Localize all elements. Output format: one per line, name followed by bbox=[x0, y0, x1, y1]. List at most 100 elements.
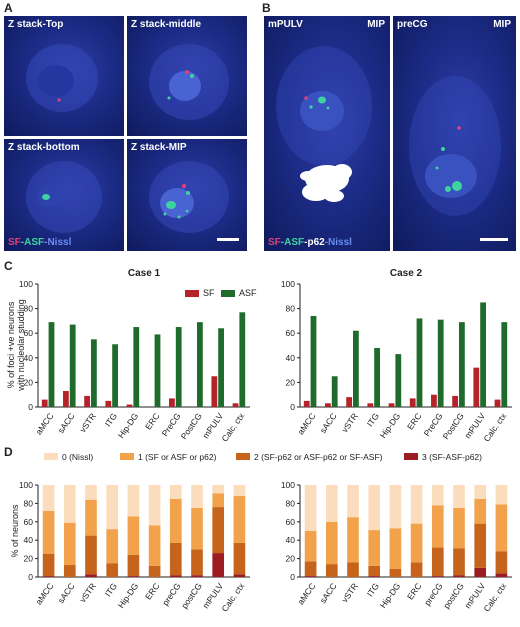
precg-cell bbox=[409, 76, 501, 216]
legend-swatch-3 bbox=[404, 453, 418, 460]
case2-bar-sf bbox=[325, 403, 331, 407]
stacked1-bar-segment bbox=[169, 498, 182, 543]
stacked2-bar-segment bbox=[325, 485, 338, 522]
stacked1-bar-segment bbox=[191, 508, 203, 550]
stacked2-y-tick-label: 40 bbox=[286, 535, 296, 545]
case1-x-tick-label: ERC bbox=[143, 411, 161, 431]
image-precg-mip: preCG MIP bbox=[393, 16, 516, 251]
case1-bar-asf bbox=[175, 327, 182, 407]
case1-y-axis-label-line: % of foci +ve neurons bbox=[6, 301, 16, 388]
stacked2-bar-segment bbox=[431, 485, 444, 506]
case1-y-axis-label-line: with nucleolar studding bbox=[16, 299, 26, 392]
stacked1-y-tick-label: 40 bbox=[24, 535, 34, 545]
tile-label: Z stack-bottom bbox=[8, 142, 80, 153]
case2-y-tick-label: 0 bbox=[290, 402, 295, 412]
image-z-stack-mip: Z stack-MIP bbox=[127, 139, 247, 251]
legend-nissl: -Nissl bbox=[324, 237, 352, 248]
stacked2-bar-segment bbox=[368, 530, 381, 566]
stacked2-bar-segment bbox=[304, 561, 317, 577]
case2-y-tick-label: 40 bbox=[286, 353, 296, 363]
case1-bar-sf bbox=[84, 395, 90, 407]
stacked1-bar-segment bbox=[85, 485, 97, 500]
legend-swatch-asf bbox=[221, 290, 235, 297]
case2-y-tick-label: 20 bbox=[286, 377, 296, 387]
case1-y-tick-label: 100 bbox=[19, 279, 33, 289]
stacked2-x-tick-label: vSTR bbox=[340, 581, 360, 604]
stacked2-x-tick-label: aMCC bbox=[295, 581, 317, 606]
stacked1-bar-segment bbox=[233, 542, 246, 575]
case2-x-tick-label: vSTR bbox=[340, 411, 360, 434]
case2-bar-asf bbox=[331, 376, 338, 407]
stacked2-y-tick-label: 60 bbox=[286, 517, 296, 527]
case2-bar-sf bbox=[431, 394, 437, 407]
case1-bar-sf bbox=[126, 404, 133, 407]
stacked1-bar-segment bbox=[127, 485, 140, 517]
case1-x-tick-label: ITG bbox=[103, 411, 119, 428]
stacked1-y-tick-label: 60 bbox=[24, 517, 34, 527]
panel-b-letter: B bbox=[262, 1, 271, 15]
legend-p62: -p62 bbox=[304, 237, 325, 248]
stacked2-bar-segment bbox=[347, 517, 359, 563]
legend-sf: SF bbox=[268, 237, 281, 248]
case1-x-tick-label: sACC bbox=[56, 411, 77, 435]
stacked2-bar-segment bbox=[410, 523, 423, 563]
stacked2-bar-segment bbox=[453, 548, 465, 576]
stacked1-bar-segment bbox=[42, 576, 55, 577]
stacked2-x-tick-label: ERC bbox=[405, 581, 423, 601]
stacked2-bar-segment bbox=[325, 564, 338, 577]
case1-bar-asf bbox=[133, 327, 140, 407]
stacked2-x-tick-label: Calc. ctx bbox=[481, 580, 508, 613]
stacked1-bar-segment bbox=[127, 516, 140, 555]
z-stack-bottom-cell bbox=[26, 161, 102, 233]
stacked2-bar-segment bbox=[495, 573, 508, 577]
stacked2-bar-segment bbox=[431, 547, 444, 577]
image-z-stack-middle: Z stack-middle bbox=[127, 16, 247, 136]
stacked1-bar-segment bbox=[212, 553, 225, 577]
stacked2-bar-segment bbox=[453, 485, 465, 508]
case1-x-tick-label: PostCG bbox=[179, 411, 204, 441]
stacked2-bar-segment bbox=[453, 575, 465, 577]
panel-c-letter: C bbox=[4, 259, 13, 273]
legend-asf: -ASF bbox=[280, 237, 305, 248]
panel-d-letter: D bbox=[4, 445, 13, 459]
case2-title: Case 2 bbox=[390, 268, 423, 279]
stacked1-bar-segment bbox=[148, 485, 161, 526]
stacked1-bar-segment bbox=[169, 575, 182, 577]
case2-x-tick-label: ERC bbox=[405, 411, 423, 431]
stacked1-bar-segment bbox=[191, 549, 203, 576]
stacked1-bar-segment bbox=[85, 574, 97, 577]
legend-swatch-sf bbox=[185, 290, 199, 297]
case1-bar-asf bbox=[218, 328, 224, 407]
stacked1-bar-segment bbox=[42, 554, 55, 577]
stacked1-y-tick-label: 80 bbox=[24, 498, 34, 508]
case2-bar-sf bbox=[346, 397, 352, 407]
z-stack-middle-cell bbox=[149, 44, 229, 120]
stacked1-x-tick-label: ITG bbox=[103, 581, 119, 598]
tile-label-mpulv: mPULV bbox=[268, 19, 303, 30]
stacked2-bar-segment bbox=[431, 576, 444, 577]
case2-bar-sf bbox=[303, 400, 310, 407]
stacked2-bar-segment bbox=[453, 508, 465, 549]
stacked1-x-tick-label: ERC bbox=[143, 581, 161, 601]
z-stack-top-cell bbox=[26, 44, 98, 112]
case2-bar-asf bbox=[437, 319, 444, 407]
stacked1-bar-segment bbox=[85, 535, 97, 575]
panel-a-stain-legend: SF-ASF-Nissl bbox=[8, 237, 71, 248]
stacked2-y-tick-label: 0 bbox=[290, 572, 295, 582]
stacked2-bar-segment bbox=[474, 485, 487, 499]
stacked2-bar-segment bbox=[495, 551, 508, 574]
tile-mip-label: MIP bbox=[493, 19, 511, 30]
case1-bar-asf bbox=[197, 322, 203, 407]
tile-label: Z stack-Top bbox=[8, 19, 64, 30]
case1-title: Case 1 bbox=[128, 268, 161, 279]
legend-nissl: -Nissl bbox=[44, 237, 72, 248]
stacked1-bar-segment bbox=[212, 485, 225, 494]
case2-bar-sf bbox=[494, 399, 501, 407]
case1-x-tick-label: Calc. ctx bbox=[219, 410, 246, 443]
stacked2-bar-segment bbox=[389, 485, 402, 529]
stacked1-x-tick-label: Calc. ctx bbox=[219, 580, 246, 613]
stacked1-y-tick-label: 0 bbox=[28, 572, 33, 582]
stacked2-bar-segment bbox=[304, 531, 317, 562]
stacked2-bar-segment bbox=[368, 485, 381, 531]
